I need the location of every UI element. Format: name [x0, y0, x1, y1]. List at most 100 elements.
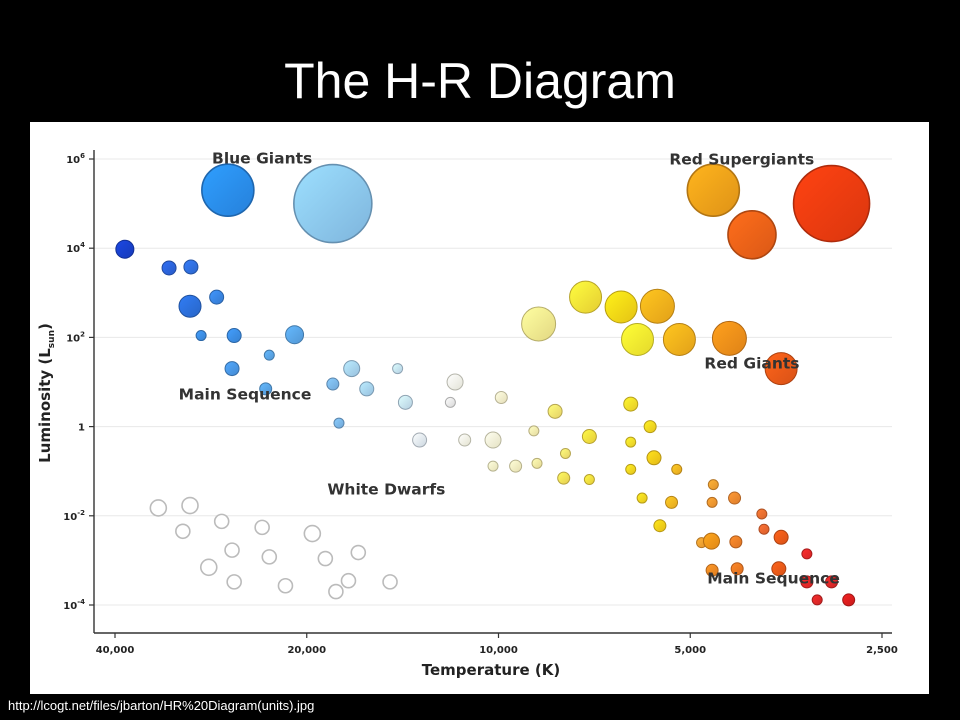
y-axis-title-subscript: sun — [47, 330, 57, 348]
star-point — [392, 363, 404, 375]
star-point — [343, 360, 361, 378]
y-tick-exponent: 2 — [80, 330, 85, 338]
y-axis-title-main: Luminosity (L — [36, 348, 54, 463]
y-tick-base: 10 — [66, 333, 80, 344]
star-point — [446, 373, 464, 391]
region-label-red-supergiants: Red Supergiants — [669, 151, 814, 169]
star-point — [259, 382, 273, 396]
star-point — [487, 460, 499, 472]
star-point — [623, 396, 639, 412]
hr-diagram-panel: 106 104 102 1 10-2 10-4 40,000 20,000 10,000 5,00… — [30, 122, 929, 694]
white-dwarf-star — [328, 583, 344, 600]
star-point — [559, 447, 571, 459]
white-dwarf-star — [181, 496, 199, 515]
star-point — [444, 396, 456, 408]
star-point — [727, 209, 777, 260]
source-url: http://lcogt.net/files/jbarton/HR%20Diag… — [8, 698, 315, 713]
star-point — [728, 491, 742, 505]
white-dwarf-star — [175, 523, 191, 540]
x-tick-label: 40,000 — [96, 645, 135, 656]
region-label-main-sequence-upper: Main Sequence — [179, 386, 312, 404]
star-point — [625, 436, 637, 448]
white-dwarf-star — [340, 572, 357, 589]
star-point — [729, 535, 743, 549]
star-point — [662, 322, 696, 356]
star-point — [621, 322, 655, 356]
region-label-white-dwarfs: White Dwarfs — [327, 481, 445, 499]
star-point — [115, 239, 135, 259]
star-point — [209, 289, 225, 305]
star-point — [639, 288, 675, 324]
star-point — [359, 381, 375, 397]
star-point — [224, 361, 240, 377]
star-point — [557, 471, 571, 485]
star-point — [521, 306, 557, 342]
white-dwarf-star — [224, 542, 240, 558]
white-dwarf-star — [199, 558, 218, 577]
y-tick-exponent: 4 — [80, 241, 85, 249]
star-point — [528, 425, 540, 437]
region-label-blue-giants: Blue Giants — [212, 149, 312, 167]
y-tick-exponent: -4 — [77, 598, 85, 606]
slide-title: The H-R Diagram — [284, 53, 676, 109]
star-point — [583, 474, 595, 486]
x-tick-label: 10,000 — [479, 645, 518, 656]
star-point — [161, 260, 177, 276]
y-tick-label: 102 — [66, 330, 85, 344]
star-point — [326, 377, 340, 391]
star-point — [711, 320, 747, 356]
star-point — [671, 463, 683, 475]
star-point — [801, 548, 813, 560]
region-label-red-giants: Red Giants — [704, 355, 799, 373]
star-point — [825, 575, 839, 589]
star-point — [183, 259, 199, 275]
star-point — [792, 164, 871, 243]
star-point — [842, 593, 856, 607]
star-point — [665, 495, 679, 509]
star-point — [730, 562, 744, 576]
white-dwarf-star — [261, 549, 278, 565]
star-point — [494, 390, 508, 404]
y-axis-title: Luminosity (Lsun) — [36, 323, 57, 463]
star-point — [333, 417, 345, 429]
star-point — [703, 532, 721, 550]
star-point — [706, 496, 718, 508]
star-point — [412, 432, 428, 448]
star-point — [293, 163, 373, 244]
star-point — [531, 457, 543, 469]
star-point — [625, 463, 637, 475]
white-dwarf-star — [350, 544, 367, 561]
y-tick-label: 104 — [66, 241, 85, 255]
star-point — [581, 428, 597, 444]
star-point — [653, 519, 667, 533]
white-dwarf-star — [149, 499, 168, 517]
white-dwarf-star — [317, 550, 334, 567]
star-point — [800, 575, 814, 589]
star-point — [636, 492, 648, 504]
star-point — [686, 163, 741, 217]
x-tick-label: 2,500 — [866, 645, 898, 656]
star-point — [643, 420, 657, 434]
star-point — [195, 330, 207, 342]
star-point — [771, 561, 787, 577]
x-axis-title: Temperature (K) — [422, 661, 560, 679]
x-tick-label: 20,000 — [287, 645, 326, 656]
y-tick-exponent: -2 — [77, 509, 85, 517]
y-tick-label: 10-4 — [63, 598, 85, 612]
y-tick-base: 10 — [66, 155, 80, 166]
star-point — [226, 328, 242, 344]
star-point — [646, 450, 662, 466]
y-tick-label: 10-2 — [63, 509, 85, 523]
star-point — [484, 431, 502, 449]
star-point — [773, 529, 789, 545]
white-dwarf-star — [226, 574, 242, 590]
star-point — [263, 349, 275, 361]
white-dwarf-star — [254, 519, 270, 536]
white-dwarf-star — [303, 524, 322, 543]
x-tick-label: 5,000 — [674, 645, 706, 656]
y-tick-base: 10 — [63, 601, 77, 612]
white-dwarf-star — [382, 574, 398, 590]
star-point — [756, 508, 768, 520]
star-point — [811, 594, 823, 606]
